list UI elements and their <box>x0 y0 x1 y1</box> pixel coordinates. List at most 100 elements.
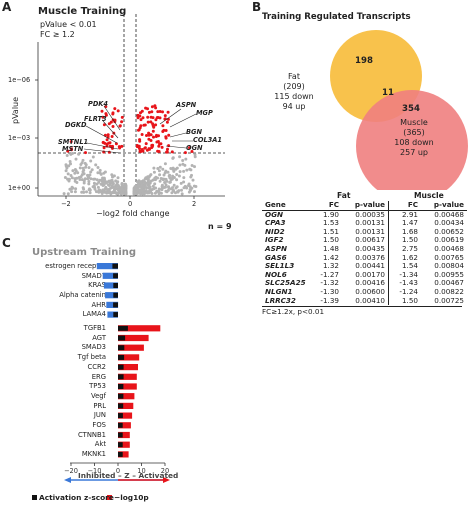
category-label: estrogen receptor <box>45 261 106 270</box>
nonsignificant-point <box>65 166 69 170</box>
significant-point <box>109 120 113 124</box>
nonsignificant-point <box>168 176 172 180</box>
nonsignificant-point <box>85 190 88 194</box>
panel-c-letter: C <box>2 236 11 250</box>
volcano-ytick: 1e+00 <box>8 184 31 192</box>
nonsignificant-point <box>88 173 92 177</box>
table-cell: 0.00376 <box>342 253 389 263</box>
nonsignificant-point <box>65 154 69 157</box>
volcano-y-label: pValue <box>11 96 20 124</box>
zscore-bar <box>118 364 124 370</box>
nonsignificant-point <box>158 165 162 169</box>
significant-point <box>158 116 162 120</box>
table-cell: 0.00822 <box>434 286 464 296</box>
nonsignificant-point <box>94 163 98 167</box>
significant-point <box>151 124 155 128</box>
nonsignificant-point <box>120 188 124 192</box>
nonsignificant-point <box>98 168 102 172</box>
table-cell: 1.50 <box>401 295 418 305</box>
nonsignificant-point <box>81 158 85 162</box>
muscle-up: 257 up <box>400 148 428 157</box>
legend-log10p-label: −log10p <box>114 493 149 502</box>
category-label: Vegf <box>90 391 106 400</box>
nonsignificant-point <box>181 159 185 162</box>
category-label: AGT <box>92 333 106 342</box>
significant-point <box>156 140 160 143</box>
upstream-title: Upstream Training <box>32 247 137 258</box>
zscore-bar <box>113 302 118 308</box>
table-group-fat: Fat <box>337 191 351 200</box>
table-cell: -1.30 <box>320 286 339 296</box>
zscore-bar <box>118 393 124 399</box>
log10p-bar <box>118 383 137 390</box>
panel-b-letter: B <box>252 0 262 14</box>
nonsignificant-point <box>161 167 165 171</box>
significant-point <box>140 133 144 136</box>
log10p-bar <box>107 311 118 318</box>
x-tick-label: 10 <box>137 467 145 475</box>
x-tick-label: 20 <box>161 467 169 475</box>
nonsignificant-point <box>66 192 70 196</box>
nonsignificant-point <box>71 169 75 173</box>
log10p-bar <box>118 373 137 380</box>
table-cell: 0.00617 <box>342 236 389 245</box>
table-cell: 0.00619 <box>434 235 464 245</box>
gene-label: DGKD <box>65 121 87 129</box>
table-cell: -1.27 <box>320 269 339 279</box>
nonsignificant-point <box>157 192 161 196</box>
gene-label: OGN <box>186 144 203 152</box>
log10p-bar <box>118 431 130 439</box>
gene-label: MSTN <box>62 145 84 153</box>
nonsignificant-point <box>191 178 195 182</box>
gene-label: SMTNL1 <box>58 138 89 146</box>
nonsignificant-point <box>110 173 114 177</box>
gene-name-cell: IGF2 <box>265 235 284 245</box>
nonsignificant-point <box>146 175 150 179</box>
table-cell: 0.00131 <box>342 219 389 228</box>
nonsignificant-point <box>180 192 184 196</box>
volcano-xtick: 0 <box>128 200 133 208</box>
nonsignificant-point <box>194 185 198 188</box>
legend-zscore-label: Activation z-score <box>39 493 114 502</box>
fat-label: Fat <box>288 72 300 81</box>
table-cell: 0.00804 <box>434 261 464 271</box>
significant-point <box>188 146 191 150</box>
nonsignificant-point <box>185 168 189 172</box>
nonsignificant-point <box>71 186 75 190</box>
table-row: OGN 1.90 0.00035 2.91 0.00468 <box>262 210 467 220</box>
gene-name-cell: NLGN1 <box>265 286 293 296</box>
table-header: FC <box>328 200 339 209</box>
log10p-bar <box>118 354 140 361</box>
nonsignificant-point <box>190 164 194 167</box>
significant-point <box>161 110 164 114</box>
nonsignificant-point <box>96 171 100 175</box>
table-cell: 1.51 <box>322 226 339 236</box>
arrow-right-icon <box>163 477 170 483</box>
nonsignificant-point <box>97 188 101 192</box>
table-cell: -1.43 <box>399 278 418 288</box>
significant-point <box>120 120 124 124</box>
log10p-bar <box>96 263 118 270</box>
nonsignificant-point <box>143 183 147 187</box>
nonsignificant-point <box>122 184 126 188</box>
nonsignificant-point <box>180 188 183 192</box>
nonsignificant-point <box>95 182 99 186</box>
category-label: Akt <box>94 440 106 449</box>
significant-point <box>165 120 169 124</box>
gene-label: COL3A1 <box>193 136 222 144</box>
zscore-bar <box>118 451 123 457</box>
significant-point <box>111 145 114 149</box>
significant-point <box>140 148 144 151</box>
significant-point <box>141 116 145 120</box>
nonsignificant-point <box>69 162 72 166</box>
nonsignificant-point <box>150 192 154 195</box>
significant-point <box>111 111 115 115</box>
table-cell: 0.00170 <box>342 270 389 280</box>
significant-point <box>138 114 142 118</box>
category-label: JUN <box>93 411 106 420</box>
x-tick-label: −10 <box>88 467 102 475</box>
nonsignificant-point <box>124 192 128 196</box>
nonsignificant-point <box>78 178 82 181</box>
zscore-bar <box>113 283 118 288</box>
nonsignificant-point <box>107 180 111 184</box>
